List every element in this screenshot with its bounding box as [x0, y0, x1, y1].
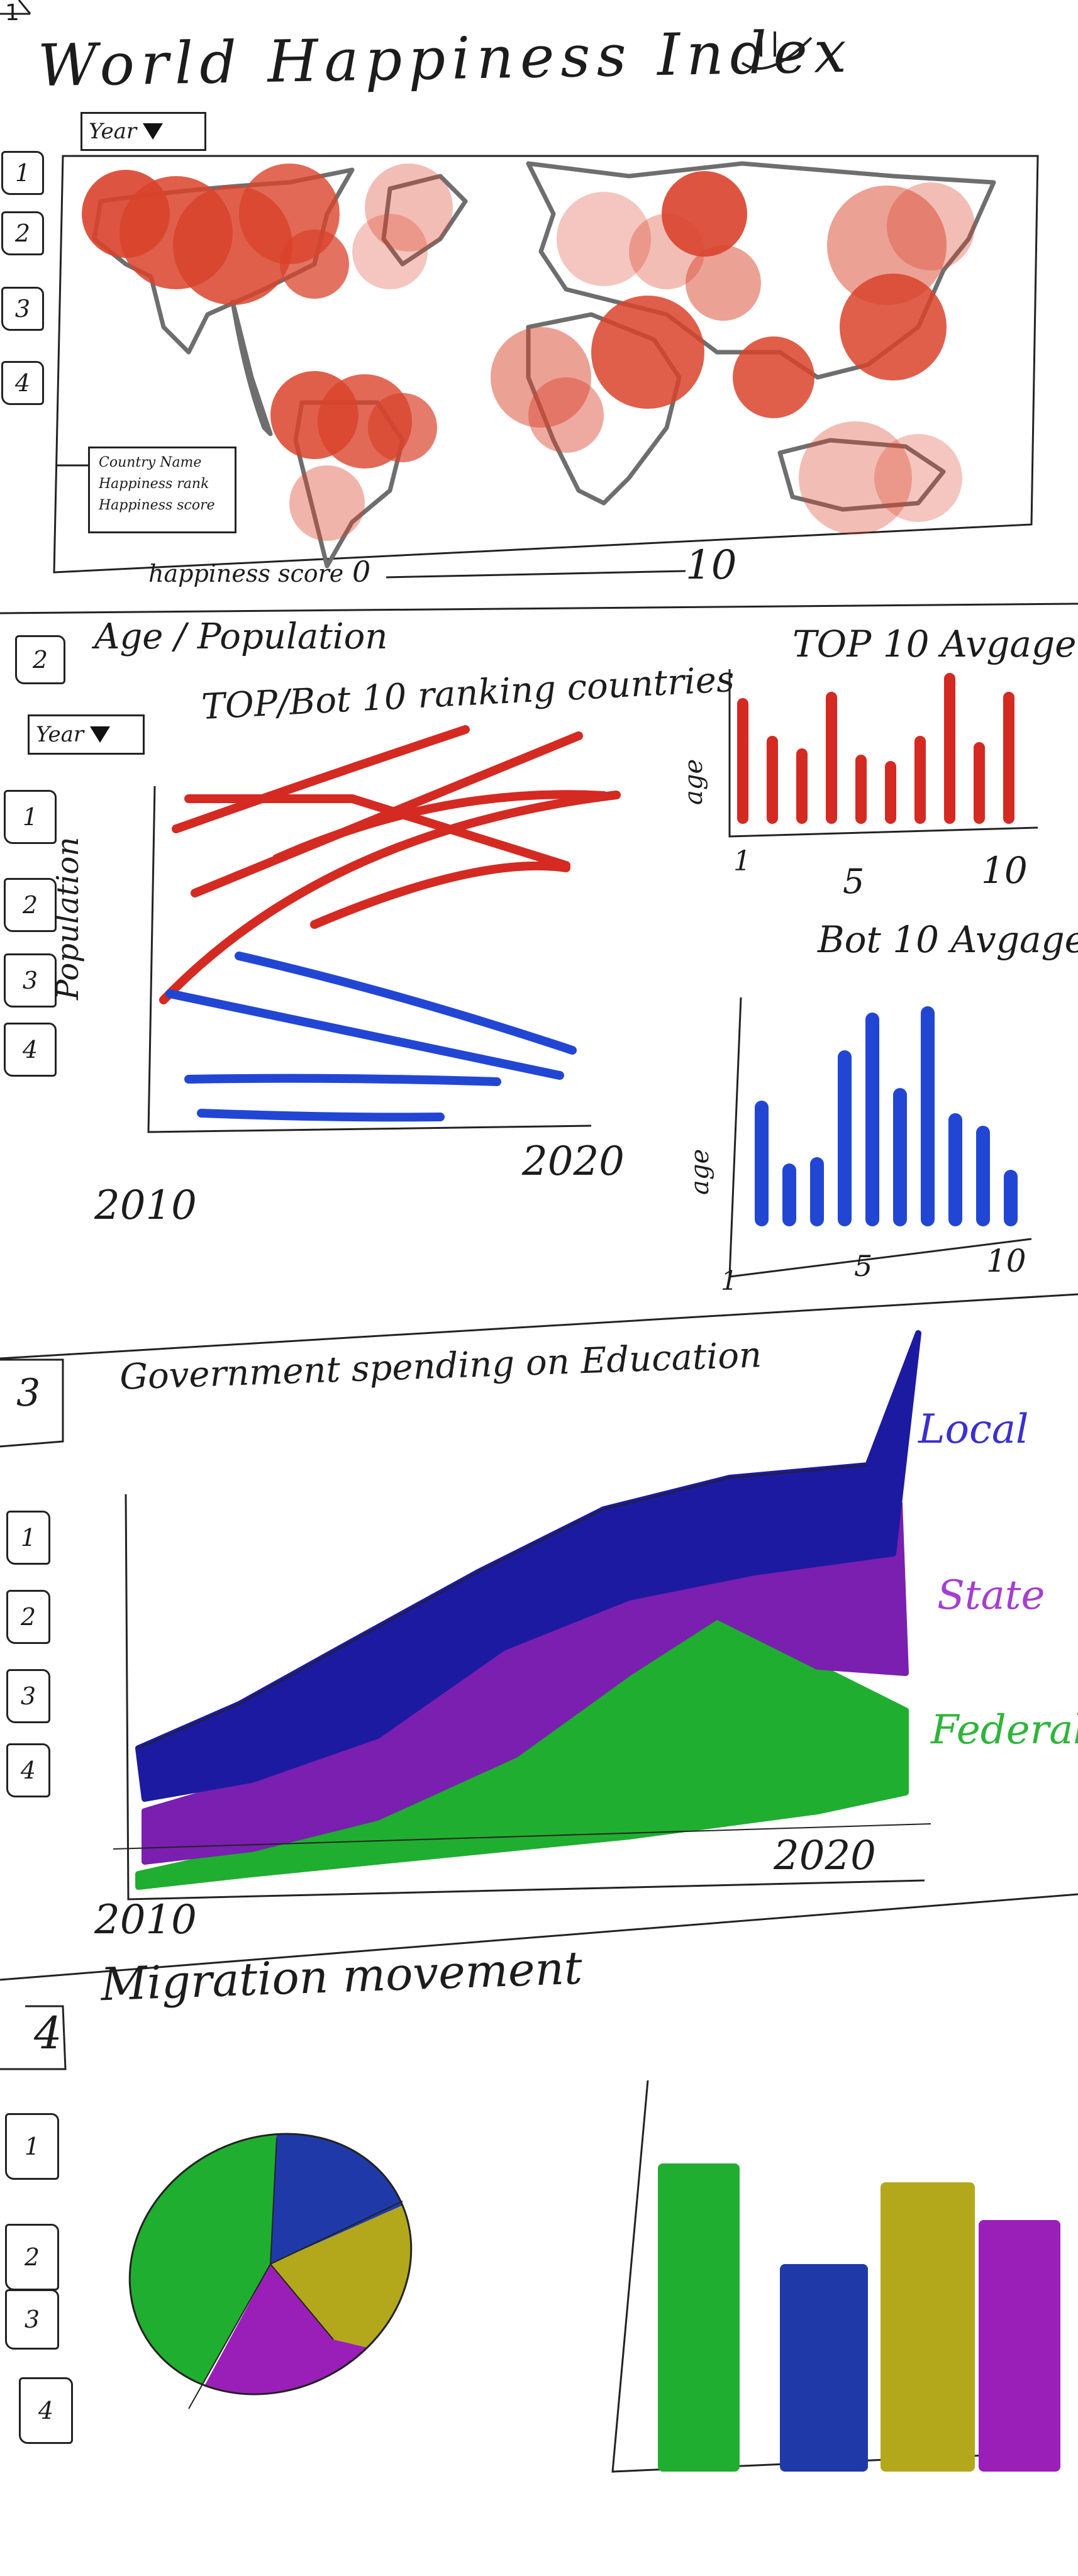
- top-bar-8: [944, 673, 955, 824]
- bot-bar-5: [865, 1013, 879, 1226]
- bot-bar-1: [755, 1101, 769, 1226]
- sidebar-item-4[interactable]: 4: [19, 2377, 73, 2444]
- chevron-down-icon: [90, 726, 111, 743]
- migration-bar-3: [881, 2182, 975, 2472]
- top-bar-3: [796, 748, 808, 824]
- bot-bar-2: [782, 1163, 796, 1226]
- top-bar-9: [974, 742, 985, 824]
- bot-bar-8: [948, 1113, 962, 1226]
- bot-bar-x-tick-1: 1: [721, 1265, 738, 1296]
- bot-bar-x-tick-5: 5: [854, 1249, 873, 1283]
- sidebar-item-4[interactable]: 4: [6, 1743, 50, 1797]
- top-bar-4: [826, 692, 837, 824]
- sidebar-item-1[interactable]: 1: [6, 1511, 50, 1565]
- chevron-down-icon: [143, 123, 164, 140]
- line-chart-x-end: 2020: [522, 1138, 625, 1185]
- year-dropdown-label-2: Year: [36, 722, 84, 747]
- bot-bar-9: [976, 1126, 990, 1226]
- bot-bar-10: [1004, 1170, 1018, 1226]
- top-bar-1: [737, 698, 748, 824]
- year-dropdown-2[interactable]: Year: [28, 714, 145, 755]
- bot-bar-4: [838, 1050, 852, 1226]
- sidebar-item-2[interactable]: 2: [4, 878, 57, 932]
- top-bar-x-tick-10: 10: [981, 849, 1028, 892]
- sidebar-item-3[interactable]: 3: [5, 2289, 59, 2350]
- bot-bar-x-tick-10: 10: [986, 1243, 1026, 1279]
- section-number-4: 4: [34, 2007, 62, 2059]
- legend-happiness-rank: Happiness rank: [99, 476, 209, 492]
- top-bar-2: [767, 736, 778, 824]
- section-title-2: Age / Population: [94, 616, 388, 657]
- year-dropdown[interactable]: Year: [81, 112, 206, 151]
- scale-label: happiness score: [148, 560, 344, 587]
- top-bar-x-tick-1: 1: [733, 845, 751, 877]
- top-bar-x-tick-5: 5: [843, 862, 865, 901]
- sidebar-item-2[interactable]: 2: [5, 2224, 59, 2290]
- bot-bar-3: [810, 1157, 824, 1226]
- education-x-start: 2010: [94, 1897, 197, 1943]
- sidebar-item-3[interactable]: 3: [6, 1669, 50, 1723]
- legend-happiness-score: Happiness score: [99, 497, 215, 513]
- bot-bar-title: Bot 10 Avgage: [818, 918, 1078, 961]
- section-number-3: 3: [16, 1371, 41, 1415]
- sidebar-item-4[interactable]: 4: [1, 361, 44, 405]
- migration-bar-4: [979, 2220, 1060, 2472]
- series-label-state: State: [937, 1572, 1045, 1619]
- sidebar-item-1[interactable]: 1: [1, 151, 44, 195]
- map-legend: Country Name Happiness rank Happiness sc…: [88, 447, 236, 533]
- sidebar-item-4[interactable]: 4: [4, 1023, 57, 1077]
- migration-bar-1: [658, 2163, 740, 2472]
- top-bar-5: [855, 755, 867, 824]
- top-bar-7: [914, 736, 926, 824]
- top-bar-title: TOP 10 Avgage: [792, 623, 1077, 665]
- scale-min: 0: [352, 555, 371, 589]
- sidebar-item-1[interactable]: 1: [5, 2113, 59, 2180]
- top-bar-10: [1003, 692, 1014, 824]
- line-chart-x-start: 2010: [94, 1182, 197, 1229]
- sidebar-item-2[interactable]: 2: [1, 211, 44, 255]
- bot-bar-6: [893, 1088, 907, 1226]
- top-bar-6: [885, 761, 896, 824]
- sidebar-item-2[interactable]: 2: [6, 1590, 50, 1644]
- sidebar-item-3[interactable]: 3: [4, 953, 57, 1008]
- migration-bar-2: [780, 2264, 868, 2472]
- scale-max: 10: [686, 542, 737, 589]
- sidebar-item-3[interactable]: 3: [1, 287, 44, 331]
- series-label-federal: Federal: [931, 1707, 1078, 1753]
- year-dropdown-label: Year: [89, 119, 137, 144]
- education-x-end: 2020: [774, 1833, 876, 1879]
- sidebar-item-1[interactable]: 1: [4, 790, 57, 844]
- legend-country-name: Country Name: [99, 455, 202, 470]
- section-number-2: 2: [15, 635, 65, 684]
- series-label-local: Local: [918, 1406, 1029, 1453]
- bot-bar-7: [921, 1006, 935, 1226]
